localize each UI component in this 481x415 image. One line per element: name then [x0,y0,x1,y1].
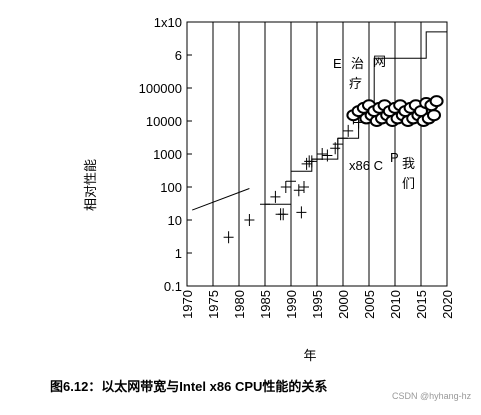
x-axis-label: 年 [303,348,316,363]
cross-marker [293,184,304,197]
cross-marker [301,157,312,170]
line [192,31,447,211]
x-tick-label: 2010 [388,290,403,319]
annotation: P [390,150,399,165]
annotation: 们 [402,176,415,191]
circle-marker [429,95,444,108]
circle-marker [427,109,441,122]
x-tick-label: 2015 [414,290,429,319]
x-tick-label: 1980 [232,290,247,319]
x-tick-label: 2005 [362,290,377,319]
annotation: 疗 [349,76,362,91]
y-tick-label: 10000 [146,114,182,129]
annotation: x86 C [349,158,383,173]
cross-marker [306,155,317,168]
y-tick-label: 1x10 [154,15,182,30]
watermark: CSDN @hyhang-hz [392,391,472,401]
y-axis-label: 相对性能 [83,159,98,211]
cross-marker [260,198,270,211]
cross-marker [322,149,333,162]
cross-marker [280,181,291,193]
annotation: 网 [373,54,386,69]
annotation: 我 [402,156,415,171]
annotation: E [333,56,342,71]
x-tick-label: 1970 [180,290,195,319]
x-tick-label: 1985 [258,290,273,319]
x-tick-label: 2020 [440,290,455,319]
caption: 图6.12：以太网带宽与Intel x86 CPU性能的关系 [50,379,327,394]
y-tick-label: 0.1 [164,279,182,294]
x-tick-label: 1975 [206,290,221,319]
cross-marker [338,132,348,145]
cross-marker [312,153,322,166]
x-tick-label: 2000 [336,290,351,319]
cross-marker [223,231,234,244]
y-tick-label: 1 [175,246,182,261]
cross-marker [270,190,281,203]
cross-marker [286,175,296,188]
cross-marker [317,148,328,160]
cross-marker [332,138,343,151]
x-tick-label: 1995 [310,290,325,319]
y-tick-label: 100000 [139,81,182,96]
y-tick-label: 1000 [153,147,182,162]
y-tick-label: 100 [160,180,182,195]
cross-marker [278,208,289,221]
y-tick-label: 6 [175,48,182,63]
annotation: 治 [351,56,364,71]
cross-marker [244,214,255,226]
cross-marker [296,206,307,219]
y-tick-label: 10 [168,213,182,228]
x-tick-label: 1990 [284,290,299,319]
cross-marker [343,124,354,137]
cross-marker [299,181,309,193]
